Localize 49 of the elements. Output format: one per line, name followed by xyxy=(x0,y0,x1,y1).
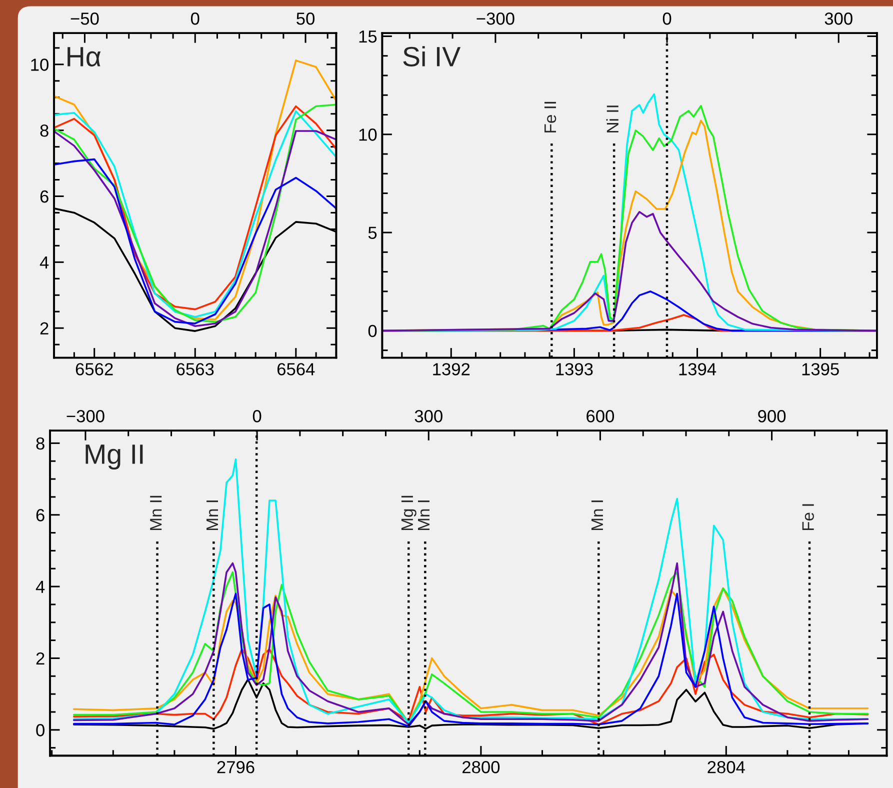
y-tick-label: 2 xyxy=(40,322,48,334)
y-tick-label: 5 xyxy=(368,226,377,239)
ref-line-label: Mg II xyxy=(401,496,416,530)
line-series xyxy=(382,211,877,332)
x-tick-label: 2804 xyxy=(708,761,745,774)
y-tick-label: 10 xyxy=(31,58,48,71)
chart-title: Hα xyxy=(68,47,101,66)
y-tick-label: 0 xyxy=(36,724,44,736)
x2-tick-label: 50 xyxy=(296,12,314,25)
y-tick-label: 10 xyxy=(359,128,377,141)
chart-title: Mg II xyxy=(86,444,143,470)
x2-tick-label: 600 xyxy=(586,410,614,422)
y-tick-label: 4 xyxy=(40,256,49,268)
x2-tick-label: 300 xyxy=(824,12,852,25)
x-tick-label: 1394 xyxy=(679,363,716,376)
x-tick-label: 1393 xyxy=(556,363,593,376)
x-tick-label: 6564 xyxy=(277,363,315,376)
x2-tick-label: 300 xyxy=(414,410,442,422)
x-tick-label: 1392 xyxy=(433,363,470,376)
x-tick-label: 6563 xyxy=(176,363,214,376)
x2-tick-label: −50 xyxy=(70,12,99,25)
x-tick-label: 2796 xyxy=(217,761,254,774)
y-tick-label: 15 xyxy=(359,30,377,43)
ref-line-label: Ni II xyxy=(606,106,618,132)
y-tick-label: 8 xyxy=(40,124,48,137)
y-tick-label: 8 xyxy=(36,437,44,450)
x2-tick-label: 0 xyxy=(252,410,262,422)
x2-tick-label: −300 xyxy=(66,410,104,422)
chart-title: Si IV xyxy=(403,46,461,66)
ref-line-label: Mn I xyxy=(418,500,430,530)
ref-line-label: Mn II xyxy=(150,496,162,530)
line-series xyxy=(54,158,336,324)
x-tick-label: 6562 xyxy=(76,363,113,376)
x2-tick-label: −300 xyxy=(476,12,514,25)
ref-line-label: Fe I xyxy=(802,504,814,530)
line-series xyxy=(73,648,869,726)
ref-line-label: Mn I xyxy=(206,500,218,530)
y-tick-label: 6 xyxy=(36,509,44,522)
x2-tick-label: 0 xyxy=(190,12,200,25)
x2-tick-label: 900 xyxy=(758,410,786,422)
x-tick-label: 2800 xyxy=(462,761,500,774)
x2-tick-label: 0 xyxy=(662,12,672,25)
y-tick-label: 2 xyxy=(36,652,44,665)
x-tick-label: 1395 xyxy=(802,363,839,376)
ref-line-label: Fe II xyxy=(544,102,556,132)
y-tick-label: 6 xyxy=(40,190,48,203)
y-tick-label: 0 xyxy=(368,324,377,338)
ref-line-label: Mn I xyxy=(591,500,603,530)
y-tick-label: 4 xyxy=(36,580,45,593)
